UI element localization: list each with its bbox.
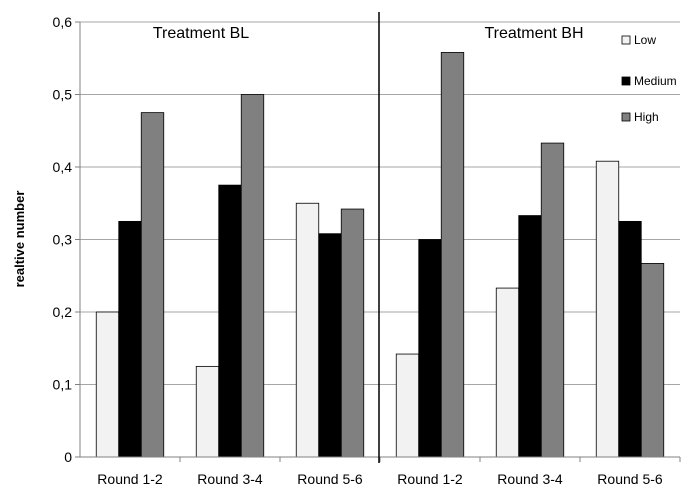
bar-medium — [518, 215, 542, 458]
y-tick-label: 0,3 — [53, 232, 73, 248]
x-category-labels: Round 1-2 Round 3-4 Round 5-6 Round 1-2 Roun… — [97, 471, 663, 487]
bar-medium — [218, 184, 242, 458]
y-tick-label: 0,4 — [53, 159, 73, 175]
y-tick-label: 0,6 — [53, 14, 73, 30]
bar-medium — [618, 220, 642, 458]
y-tick-label: 0 — [64, 449, 72, 465]
bar-low — [495, 287, 520, 458]
gridlines — [75, 21, 680, 458]
bar-low — [195, 365, 220, 458]
legend: Low Medium High — [621, 33, 677, 124]
legend-swatch-low — [621, 35, 631, 45]
panel-title-bl: Treatment BL — [153, 25, 249, 42]
bar-medium — [418, 239, 442, 458]
legend-swatch-high — [621, 112, 631, 122]
bar-low — [395, 353, 420, 458]
x-category-label: Round 1-2 — [97, 471, 163, 487]
x-category-label: Round 1-2 — [397, 471, 463, 487]
bars — [95, 52, 681, 462]
y-tick-labels: 0 0,1 0,2 0,3 0,4 0,5 0,6 — [53, 14, 73, 465]
bar-high — [540, 142, 565, 458]
legend-label-medium: Medium — [634, 74, 677, 88]
bar-high — [640, 263, 665, 458]
bar-high — [440, 52, 465, 458]
bar-low — [295, 202, 320, 458]
bar-medium — [118, 220, 142, 458]
bar-high — [240, 94, 265, 458]
y-tick-label: 0,5 — [53, 87, 73, 103]
legend-label-high: High — [634, 110, 659, 124]
axes — [79, 12, 680, 463]
x-category-label: Round 5-6 — [297, 471, 363, 487]
legend-swatch-medium — [621, 76, 631, 86]
x-category-label: Round 3-4 — [197, 471, 263, 487]
bar-high — [140, 112, 165, 458]
legend-label-low: Low — [634, 33, 656, 47]
y-tick-label: 0,1 — [53, 377, 73, 393]
y-axis-title: realtive number — [12, 191, 27, 288]
x-category-label: Round 3-4 — [497, 471, 563, 487]
y-tick-label: 0,2 — [53, 304, 73, 320]
bar-low — [595, 160, 620, 458]
bar-high — [340, 208, 365, 458]
x-category-label: Round 5-6 — [597, 471, 663, 487]
bar-medium — [318, 233, 342, 458]
panel-title-bh: Treatment BH — [485, 25, 584, 42]
bar-low — [95, 311, 120, 458]
